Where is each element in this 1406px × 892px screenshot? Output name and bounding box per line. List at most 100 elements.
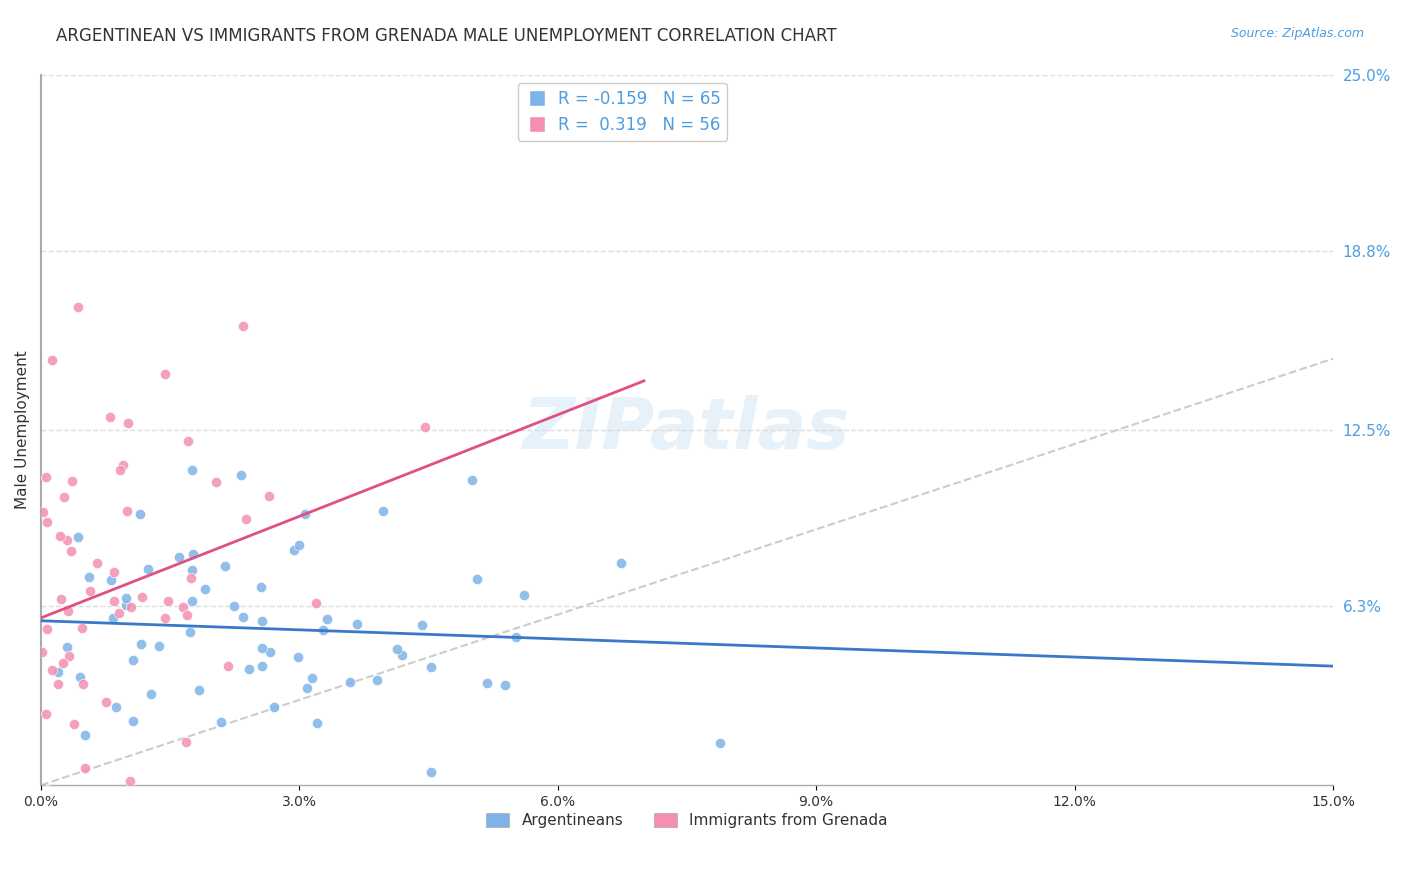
Point [176,434,198,448]
Point [477,676,499,690]
Point [176,607,198,622]
Point [79,584,101,599]
Point [31,645,53,659]
Point [312,623,335,637]
Point [77,569,100,583]
Point [465,572,488,586]
Point [181,563,204,577]
Point [90,846,112,860]
Point [129,637,152,651]
Text: ARGENTINEAN VS IMMIGRANTS FROM GRENADA MALE UNEMPLOYMENT CORRELATION CHART: ARGENTINEAN VS IMMIGRANTS FROM GRENADA M… [56,27,837,45]
Point [232,609,254,624]
Point [172,599,194,614]
Point [31,505,53,519]
Point [41,663,63,677]
Point [305,716,328,731]
Point [610,556,633,570]
Point [419,660,441,674]
Point [69,670,91,684]
Point [136,562,159,576]
Point [167,549,190,564]
Point [155,611,177,625]
Point [420,765,443,780]
Point [111,458,134,472]
Point [287,650,309,665]
Point [494,678,516,692]
Point [709,735,731,749]
Point [180,571,202,585]
Point [70,621,93,635]
Point [297,681,319,695]
Point [222,599,245,613]
Point [35,706,58,721]
Point [46,665,69,680]
Text: Source: ZipAtlas.com: Source: ZipAtlas.com [1230,27,1364,40]
Point [46,676,69,690]
Point [385,642,408,657]
Text: ZIPatlas: ZIPatlas [523,395,851,465]
Point [294,507,316,521]
Point [411,617,433,632]
Point [231,319,253,334]
Legend: Argentineans, Immigrants from Grenada: Argentineans, Immigrants from Grenada [481,807,894,834]
Point [283,542,305,557]
Point [257,489,280,503]
Point [238,662,260,676]
Point [51,591,73,606]
Point [122,652,145,666]
Point [108,463,131,477]
Point [180,594,202,608]
Point [41,352,63,367]
Point [117,504,139,518]
Point [346,617,368,632]
Point [250,658,273,673]
Point [235,512,257,526]
Point [366,673,388,687]
Point [115,599,138,613]
Point [156,594,179,608]
Point [194,582,217,597]
Point [181,463,204,477]
Point [217,659,239,673]
Point [461,473,484,487]
Point [60,474,83,488]
Point [67,869,90,883]
Point [174,735,197,749]
Point [250,580,273,594]
Point [305,596,328,610]
Point [117,416,139,430]
Y-axis label: Male Unemployment: Male Unemployment [15,351,30,509]
Point [250,614,273,628]
Point [129,507,152,521]
Point [35,622,58,636]
Point [259,645,281,659]
Point [513,588,536,602]
Point [37,516,59,530]
Point [373,503,395,517]
Point [66,300,89,314]
Point [58,649,80,664]
Point [181,547,204,561]
Point [188,682,211,697]
Point [316,612,339,626]
Point [103,566,125,580]
Point [263,700,285,714]
Point [100,573,122,587]
Point [391,648,413,662]
Point [63,716,86,731]
Point [56,640,79,655]
Point [148,639,170,653]
Point [48,529,70,543]
Point [52,657,75,671]
Point [120,600,142,615]
Point [60,544,83,558]
Point [413,419,436,434]
Point [153,367,176,381]
Point [103,593,125,607]
Point [288,538,311,552]
Point [35,783,58,797]
Point [209,714,232,729]
Point [104,700,127,714]
Point [108,606,131,620]
Point [67,530,90,544]
